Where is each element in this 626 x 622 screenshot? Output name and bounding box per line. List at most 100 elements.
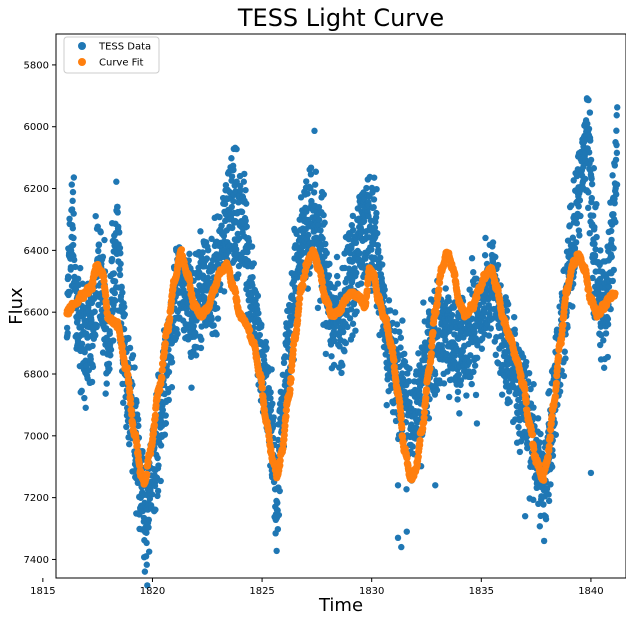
data-point <box>576 197 584 204</box>
data-point <box>289 346 297 354</box>
data-point <box>197 228 204 235</box>
data-point <box>282 406 290 414</box>
data-point <box>148 491 156 498</box>
data-point <box>478 345 486 352</box>
data-point <box>609 277 616 285</box>
data-point <box>503 307 511 314</box>
data-point <box>274 525 282 533</box>
data-point <box>192 352 200 359</box>
data-point <box>585 286 593 294</box>
data-point <box>199 249 206 256</box>
data-point <box>268 366 275 373</box>
data-point <box>498 391 506 398</box>
data-point <box>474 354 481 362</box>
data-point <box>106 365 113 373</box>
data-point <box>91 308 98 315</box>
data-point <box>349 332 356 339</box>
data-point <box>274 499 281 507</box>
data-point <box>145 524 152 531</box>
data-point <box>575 203 582 210</box>
data-point <box>341 348 348 355</box>
data-point <box>128 410 136 419</box>
data-point <box>248 243 256 250</box>
data-point <box>242 217 249 225</box>
data-point <box>397 334 405 341</box>
legend-box <box>63 36 160 74</box>
data-point <box>611 199 618 207</box>
data-point <box>552 379 561 387</box>
data-point <box>161 431 169 438</box>
data-point <box>448 311 456 319</box>
data-point <box>151 482 159 490</box>
data-point <box>544 453 552 461</box>
data-point <box>187 353 195 360</box>
data-point <box>432 309 440 317</box>
data-point <box>213 331 220 338</box>
data-point <box>527 385 534 393</box>
data-point <box>65 274 73 281</box>
data-point <box>406 399 413 406</box>
series-curve-fit <box>63 246 619 488</box>
data-point <box>89 342 96 350</box>
data-point <box>386 307 394 314</box>
data-point <box>450 304 458 311</box>
data-point <box>78 387 85 395</box>
data-point <box>587 137 594 144</box>
data-point <box>134 416 142 423</box>
data-point <box>591 240 598 248</box>
data-point <box>540 501 547 508</box>
data-point <box>467 352 474 359</box>
x-tick-label: 1815 <box>30 586 55 597</box>
data-point <box>267 389 274 396</box>
data-point <box>330 361 338 369</box>
data-point <box>87 355 94 363</box>
data-point <box>442 285 449 292</box>
data-point <box>349 212 357 220</box>
data-point <box>303 208 310 215</box>
data-point <box>110 270 118 277</box>
data-point <box>188 384 195 391</box>
data-point <box>267 395 274 402</box>
data-point <box>220 288 228 295</box>
y-tick-label: 6800 <box>24 370 49 381</box>
data-point <box>159 360 167 368</box>
data-point <box>166 314 174 322</box>
data-point <box>69 188 77 196</box>
y-tick-label: 7000 <box>24 431 49 442</box>
data-point <box>194 290 201 298</box>
data-point <box>545 491 552 498</box>
y-tick-label: 7200 <box>24 493 49 504</box>
data-point <box>348 221 356 229</box>
data-point <box>230 166 237 174</box>
data-point <box>307 184 314 192</box>
data-point <box>66 215 73 223</box>
data-point <box>82 357 89 364</box>
data-point <box>238 208 246 216</box>
data-point <box>522 398 530 407</box>
data-point <box>393 321 401 328</box>
data-point <box>403 454 411 462</box>
legend-marker-curve-fit <box>78 58 86 66</box>
data-point <box>420 414 428 422</box>
data-point <box>502 378 510 386</box>
data-point <box>203 255 211 262</box>
data-point <box>551 392 560 400</box>
data-point <box>515 423 522 431</box>
data-point <box>610 266 617 274</box>
data-point <box>547 481 554 488</box>
data-point <box>131 364 138 371</box>
data-point <box>165 368 173 376</box>
data-point <box>414 453 422 461</box>
data-point <box>604 321 612 328</box>
data-point <box>542 515 550 523</box>
data-point <box>536 523 544 530</box>
data-point <box>349 320 357 327</box>
data-point <box>613 112 620 119</box>
data-point <box>263 344 270 352</box>
data-point <box>208 235 215 243</box>
data-point <box>240 178 247 185</box>
data-point <box>127 400 135 408</box>
data-point <box>269 400 276 407</box>
data-point <box>593 201 600 208</box>
data-point <box>323 249 330 257</box>
